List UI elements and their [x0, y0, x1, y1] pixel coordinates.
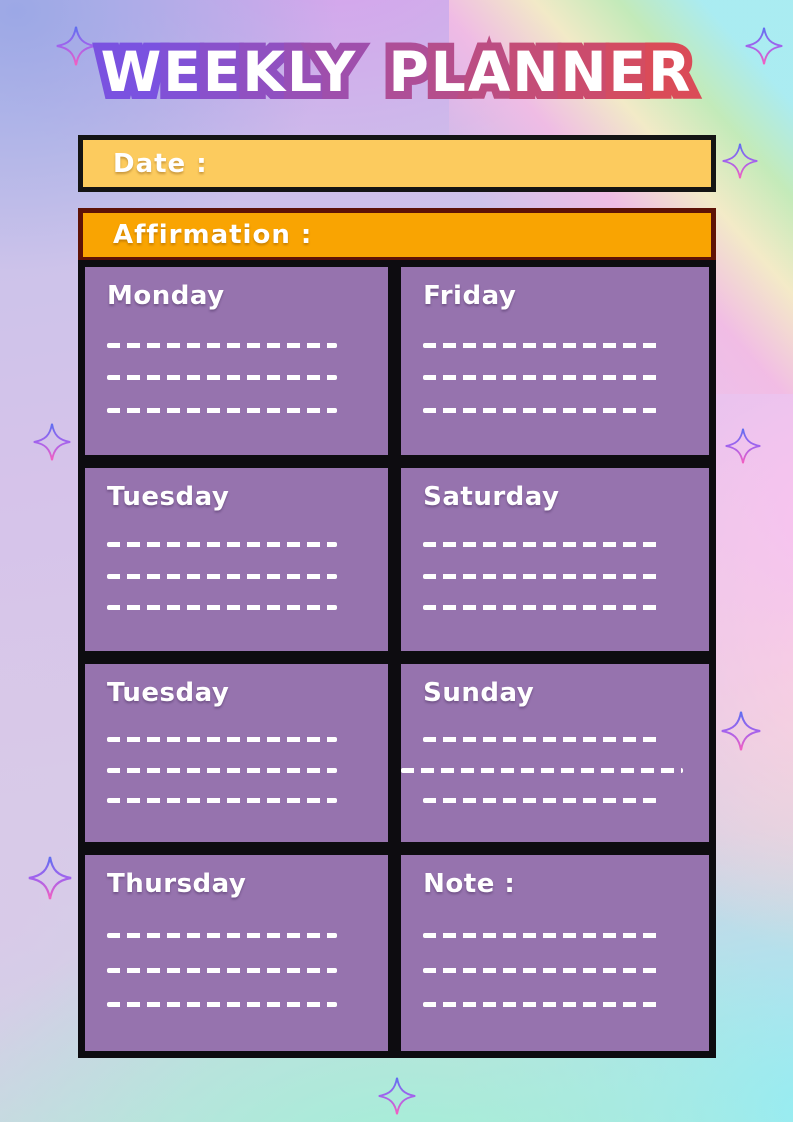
week-grid: Monday Friday Tuesday Saturday Tuesday S… [78, 260, 716, 1058]
dashed-line [107, 797, 337, 803]
date-field[interactable]: Date : [78, 135, 716, 192]
title-letter: L [287, 40, 316, 104]
title-banner: WEEKLY PLANNER WEEKLY PLANNER [0, 32, 793, 112]
title-letter: A [467, 40, 513, 104]
title-letter: E [202, 40, 243, 104]
title-letter-outline: K [234, 32, 293, 112]
title-letter: E [608, 40, 649, 104]
day-cell-friday-1[interactable]: Friday [396, 262, 714, 460]
sparkle-icon [33, 423, 71, 461]
title-letter-outline: Y [308, 32, 364, 112]
writing-lines [423, 512, 689, 637]
dashed-line [107, 375, 337, 381]
writing-lines [107, 311, 368, 441]
day-label: Note : [423, 869, 516, 900]
dashed-line [107, 342, 337, 348]
day-label: Sunday [423, 678, 535, 708]
dashed-line [107, 542, 337, 548]
dashed-line [423, 932, 663, 938]
page-title: WEEKLY PLANNER [0, 34, 793, 110]
day-cell-note-7[interactable]: Note : [396, 850, 714, 1056]
dashed-line [423, 737, 663, 743]
dashed-line [423, 605, 663, 611]
day-cell-tuesday-2[interactable]: Tuesday [80, 462, 394, 656]
dashed-line [423, 573, 663, 579]
title-letter: N [560, 40, 609, 104]
dashed-line [423, 967, 663, 973]
sparkle-icon [725, 428, 761, 464]
day-cell-saturday-3[interactable]: Saturday [396, 462, 714, 656]
title-letter-outline: W [93, 32, 170, 112]
day-label: Saturday [423, 481, 560, 512]
day-label: Friday [423, 281, 517, 311]
day-label: Tuesday [107, 481, 230, 512]
day-cell-thursday-6[interactable]: Thursday [80, 850, 394, 1056]
dashed-line [401, 767, 683, 773]
dashed-line [107, 408, 337, 414]
writing-lines [107, 899, 368, 1037]
dashed-line [423, 408, 658, 414]
title-letter: N [512, 40, 561, 104]
dashed-line [107, 1002, 337, 1008]
writing-lines [107, 512, 368, 637]
writing-lines [401, 708, 689, 828]
sparkle-icon [722, 143, 758, 179]
affirmation-field[interactable]: Affirmation : [78, 208, 716, 262]
title-letter: Y [315, 40, 358, 104]
writing-lines [107, 708, 368, 828]
title-letter: E [163, 40, 203, 104]
dashed-line [107, 932, 337, 938]
dashed-line [423, 1002, 663, 1008]
dashed-line [107, 737, 337, 743]
dashed-line [423, 542, 663, 548]
dashed-line [107, 767, 337, 773]
title-letter: R [648, 40, 693, 104]
sparkle-icon [378, 1077, 416, 1115]
day-label: Monday [107, 281, 225, 311]
dashed-line [107, 605, 337, 611]
title-letter: K [242, 40, 288, 104]
dashed-line [423, 375, 663, 381]
dashed-line [107, 573, 337, 579]
title-letter [357, 40, 388, 104]
dashed-line [423, 797, 658, 803]
dashed-line [107, 967, 337, 973]
day-cell-sunday-5[interactable]: Sunday [396, 659, 714, 848]
title-letter-outline: E [155, 32, 208, 112]
title-letter-outline: E [195, 32, 248, 112]
day-label: Thursday [107, 869, 247, 900]
title-letter: P [388, 40, 431, 104]
day-label: Tuesday [107, 678, 230, 708]
sparkle-icon [28, 856, 72, 900]
sparkle-icon [721, 711, 761, 751]
title-letter-outline: P [380, 32, 436, 112]
day-cell-tuesday-4[interactable]: Tuesday [80, 659, 394, 848]
title-letter: W [100, 40, 164, 104]
writing-lines [423, 311, 689, 441]
affirmation-label: Affirmation : [113, 220, 313, 250]
dashed-line [423, 342, 663, 348]
date-label: Date : [113, 148, 208, 179]
title-letter: L [430, 40, 468, 104]
day-cell-monday-0[interactable]: Monday [80, 262, 394, 460]
writing-lines [423, 899, 689, 1037]
